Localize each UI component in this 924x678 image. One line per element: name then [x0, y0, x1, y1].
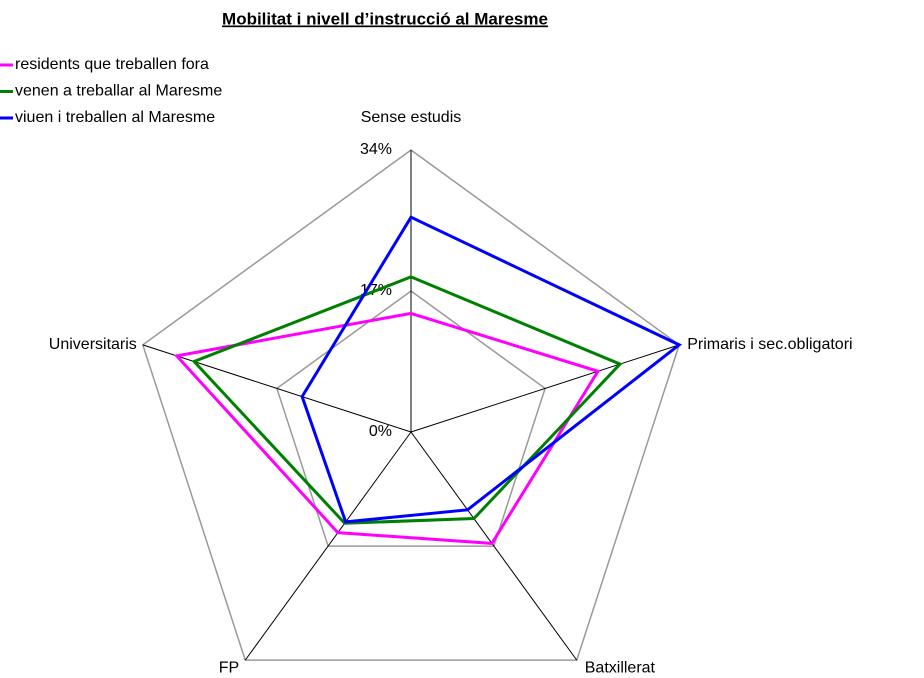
- r-tick-label: 0%: [369, 423, 392, 440]
- spoke: [410, 344, 680, 433]
- spoke: [410, 431, 578, 661]
- category-label: Universitaris: [49, 336, 137, 353]
- spoke: [244, 431, 412, 661]
- grid-ring: [141, 149, 681, 661]
- r-tick-label: 34%: [360, 141, 392, 158]
- legend-label: viuen i treballen al Maresme: [15, 109, 215, 126]
- category-label: Sense estudis: [361, 109, 462, 126]
- category-label: FP: [219, 659, 239, 676]
- series-line: [191, 275, 623, 525]
- legend-label: venen a treballar al Maresme: [15, 83, 222, 100]
- series-line: [300, 215, 683, 524]
- category-label: Primaris i sec.obligatori: [687, 336, 852, 353]
- legend-label: residents que treballen fora: [15, 56, 209, 73]
- series-line: [173, 311, 601, 545]
- spoke: [142, 344, 412, 433]
- grid-ring: [276, 290, 546, 547]
- category-label: Batxillerat: [585, 659, 656, 676]
- chart-title: Mobilitat i nivell d’instrucció al Mares…: [222, 9, 548, 28]
